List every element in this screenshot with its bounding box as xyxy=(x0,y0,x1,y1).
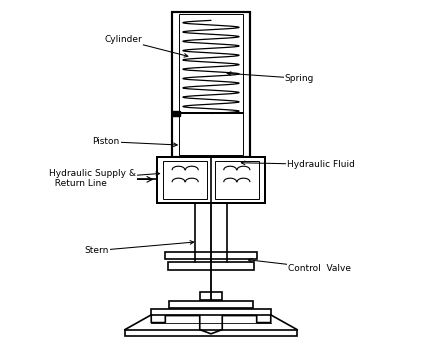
Text: Cylinder: Cylinder xyxy=(104,35,188,57)
Bar xyxy=(172,11,250,157)
Text: Piston: Piston xyxy=(92,137,177,147)
Bar xyxy=(165,252,257,259)
Bar xyxy=(179,14,243,155)
Bar xyxy=(151,308,271,315)
Text: Stern: Stern xyxy=(85,241,194,255)
Bar xyxy=(172,111,180,116)
Text: Control  Valve: Control Valve xyxy=(248,258,352,273)
Bar xyxy=(125,330,297,336)
Bar xyxy=(200,292,222,300)
Bar xyxy=(163,161,208,199)
Text: Spring: Spring xyxy=(227,72,314,83)
Bar xyxy=(214,161,259,199)
Bar xyxy=(169,301,253,308)
Text: Hydraulic Supply &
  Return Line: Hydraulic Supply & Return Line xyxy=(49,169,160,188)
Bar xyxy=(168,262,254,270)
Bar xyxy=(157,157,265,203)
Text: Hydraulic Fluid: Hydraulic Fluid xyxy=(241,160,354,169)
